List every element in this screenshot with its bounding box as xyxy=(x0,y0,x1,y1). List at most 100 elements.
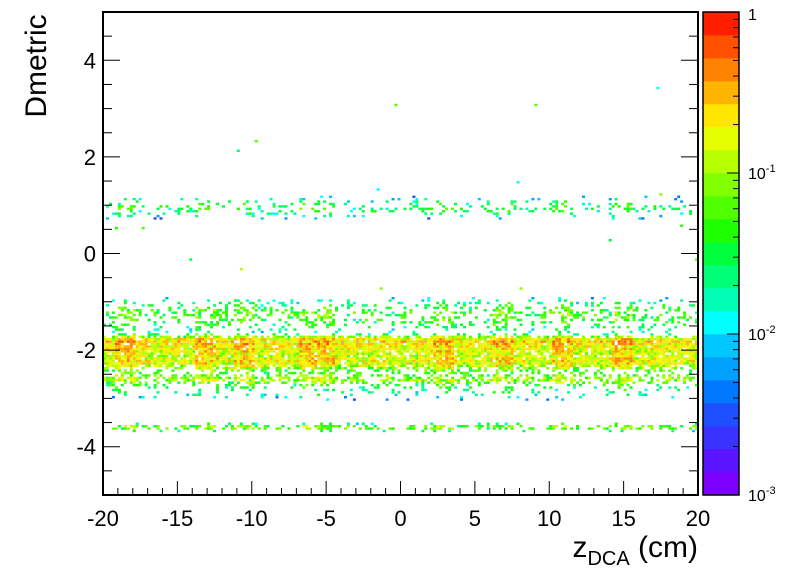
heatmap-cell xyxy=(320,422,324,425)
heatmap-cell xyxy=(311,323,315,326)
heatmap-cell xyxy=(162,354,166,358)
heatmap-cell xyxy=(593,338,597,341)
heatmap-cell xyxy=(680,362,684,365)
heatmap-cell xyxy=(573,386,577,389)
heatmap-cell xyxy=(534,103,538,107)
heatmap-cell xyxy=(531,296,535,300)
heatmap-cell xyxy=(519,345,523,348)
heatmap-cell xyxy=(427,325,431,329)
heatmap-cell xyxy=(111,342,115,346)
color-bar-segment xyxy=(703,403,739,427)
heatmap-cell xyxy=(317,359,321,363)
heatmap-cell xyxy=(629,301,633,305)
heatmap-cell xyxy=(424,321,428,324)
heatmap-cell xyxy=(317,354,321,358)
heatmap-cell xyxy=(287,354,291,358)
heatmap-cell xyxy=(573,342,577,346)
heatmap-cell xyxy=(409,376,413,380)
heatmap-cell xyxy=(391,347,395,351)
heatmap-cell xyxy=(183,345,187,348)
heatmap-cell xyxy=(287,350,291,353)
heatmap-cell xyxy=(329,367,333,370)
heatmap-cell xyxy=(251,386,255,389)
heatmap-cell xyxy=(507,342,511,346)
heatmap-cell xyxy=(457,342,461,346)
heatmap-cell xyxy=(641,347,645,351)
heatmap-cell xyxy=(495,359,499,363)
heatmap-cell xyxy=(305,376,309,380)
heatmap-cell xyxy=(123,333,127,336)
heatmap-cell xyxy=(692,376,696,380)
heatmap-cell xyxy=(501,367,505,370)
heatmap-cell xyxy=(495,371,499,375)
heatmap-cell xyxy=(287,357,291,360)
heatmap-cell xyxy=(263,369,267,372)
heatmap-cell xyxy=(251,364,255,368)
heatmap-cell xyxy=(314,359,318,363)
heatmap-cell xyxy=(123,316,127,319)
heatmap-cell xyxy=(370,427,374,430)
heatmap-cell xyxy=(358,347,362,351)
heatmap-cell xyxy=(355,422,359,425)
heatmap-cell xyxy=(254,309,258,312)
heatmap-cell xyxy=(216,338,220,341)
heatmap-cell xyxy=(177,335,181,339)
heatmap-cell xyxy=(561,313,565,317)
heatmap-cell xyxy=(581,371,585,375)
color-bar-tick-label: 10-2 xyxy=(748,324,776,344)
heatmap-cell xyxy=(692,352,696,355)
heatmap-cell xyxy=(290,202,294,206)
heatmap-cell xyxy=(254,352,258,355)
heatmap-cell xyxy=(284,338,288,341)
heatmap-cell xyxy=(123,357,127,360)
heatmap-cell xyxy=(254,304,258,307)
heatmap-cell xyxy=(564,362,568,365)
heatmap-cell xyxy=(180,357,184,360)
heatmap-cell xyxy=(296,379,300,382)
heatmap-cell xyxy=(677,350,681,353)
heatmap-cell xyxy=(290,364,294,368)
heatmap-cell xyxy=(132,376,136,380)
heatmap-cell xyxy=(183,359,187,363)
heatmap-cell xyxy=(445,345,449,348)
heatmap-cell xyxy=(260,345,264,348)
heatmap-cell xyxy=(219,340,222,343)
heatmap-cell xyxy=(370,383,374,387)
heatmap-cell xyxy=(201,350,205,353)
heatmap-cell xyxy=(364,311,368,314)
heatmap-cell xyxy=(445,328,449,331)
heatmap-cell xyxy=(602,345,606,348)
heatmap-cell xyxy=(204,207,208,211)
heatmap-cell xyxy=(555,354,559,358)
heatmap-cell xyxy=(617,362,621,365)
heatmap-cell xyxy=(644,342,648,346)
heatmap-cell xyxy=(183,338,187,341)
heatmap-cell xyxy=(573,333,577,336)
heatmap-cell xyxy=(245,381,249,384)
heatmap-cell xyxy=(320,340,324,343)
heatmap-cell xyxy=(349,388,353,392)
heatmap-cell xyxy=(418,342,422,346)
heatmap-cell xyxy=(254,347,258,351)
heatmap-cell xyxy=(394,383,398,387)
heatmap-cell xyxy=(338,345,342,348)
heatmap-cell xyxy=(400,350,404,353)
heatmap-cell xyxy=(641,330,645,334)
heatmap-cell xyxy=(105,340,109,343)
heatmap-cell xyxy=(570,311,574,314)
heatmap-cell xyxy=(144,359,148,363)
heatmap-cell xyxy=(391,391,395,394)
heatmap-cell xyxy=(433,333,437,336)
heatmap-cell xyxy=(210,359,214,363)
heatmap-cell xyxy=(242,379,246,382)
heatmap-cell xyxy=(653,350,657,353)
heatmap-cell xyxy=(686,359,690,363)
heatmap-cell xyxy=(349,342,353,346)
heatmap-cell xyxy=(570,427,574,430)
heatmap-cell xyxy=(138,352,142,355)
heatmap-cell xyxy=(159,342,163,346)
heatmap-cell xyxy=(305,338,309,341)
heatmap-cell xyxy=(460,347,463,351)
heatmap-cell xyxy=(284,304,288,307)
heatmap-cell xyxy=(614,311,618,314)
